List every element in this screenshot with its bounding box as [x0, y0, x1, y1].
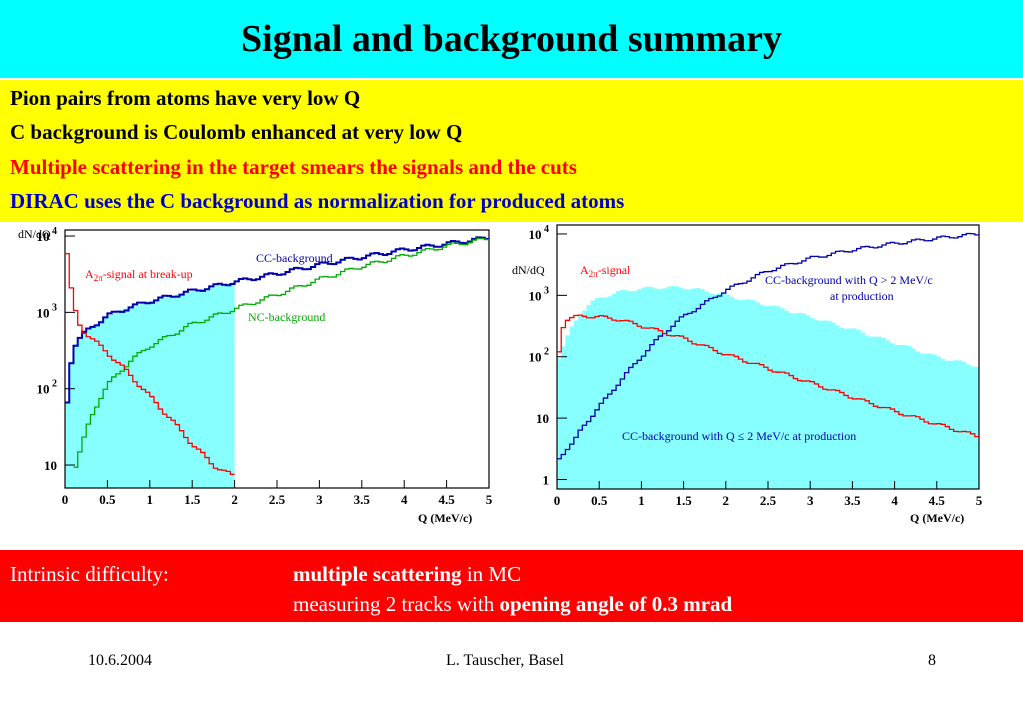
bullet-1: Pion pairs from atoms have very low Q [10, 86, 361, 110]
left-signal-label-rest: -signal at break-up [103, 267, 193, 281]
left-xtick-label: 1.5 [184, 492, 201, 507]
right-xtick-label: 4 [891, 493, 898, 508]
left-series-cc [65, 236, 489, 404]
slide-title: Signal and background summary [241, 18, 782, 60]
right-ytick-label: 10 [536, 411, 549, 426]
left-series-nc [73, 237, 489, 468]
right-xtick-label: 0 [554, 493, 561, 508]
left-xtick-label: 2 [231, 492, 238, 507]
right-xtick-label: 1.5 [675, 493, 692, 508]
bullet-list: Pion pairs from atoms have very low Q C … [0, 80, 1023, 222]
footer-author: L. Tauscher, Basel [446, 652, 564, 669]
difficulty-line-1: multiple scattering in MC [293, 562, 521, 587]
right-signal-label-main: A [580, 263, 589, 277]
difficulty-line-2-bold: opening angle of 0.3 mrad [499, 592, 733, 616]
right-xtick-label: 5 [976, 493, 983, 508]
right-series-signal [557, 314, 979, 438]
bullet-3: Multiple scattering in the target smears… [10, 155, 577, 179]
right-xtick-label: 0.5 [591, 493, 608, 508]
left-chart: 0 0.5 1 1.5 2 2.5 3 3.5 4 4.5 5 10 10 2 10 3 10 4 dN/… [18, 226, 493, 525]
difficulty-line-1-rest: in MC [461, 562, 522, 586]
left-xtick-label: 4 [401, 492, 408, 507]
right-signal-label-sub: 2π [589, 269, 599, 279]
right-signal-label: A2π-signal [580, 263, 631, 279]
right-signal-label-rest: -signal [598, 263, 631, 277]
right-xtick-label: 2 [723, 493, 730, 508]
left-xtick-label: 4.5 [438, 492, 455, 507]
left-nc-label: NC-background [248, 310, 325, 324]
left-signal-label-main: A [85, 267, 94, 281]
left-xtick-label: 3.5 [354, 492, 371, 507]
right-xlabel: Q (MeV/c) [910, 511, 964, 525]
left-ytick-label: 10 4 [37, 226, 58, 244]
left-signal-label-sub: 2π [94, 273, 104, 283]
difficulty-line-2: measuring 2 tracks with opening angle of… [293, 592, 732, 617]
left-xtick-label: 0 [62, 492, 69, 507]
footer-page-number: 8 [928, 652, 936, 669]
left-cc-label: CC-background [256, 251, 333, 265]
right-ytick-label: 10 4 [529, 224, 550, 242]
difficulty-line-2-pre: measuring 2 tracks with [293, 592, 500, 616]
right-ytick-label: 10 2 [529, 347, 550, 365]
right-cc-low-label: CC-background with Q ≤ 2 MeV/c at produc… [622, 429, 856, 443]
right-series-cc_high [557, 232, 979, 460]
title-band: Signal and background summary [0, 0, 1023, 78]
right-cc-high-label-2: at production [830, 289, 894, 303]
right-xtick-label: 2.5 [760, 493, 777, 508]
right-cc-high-label-1: CC-background with Q > 2 MeV/c [765, 273, 933, 287]
left-shaded-region [65, 282, 235, 488]
difficulty-band: Intrinsic difficulty: multiple scatterin… [0, 550, 1023, 622]
difficulty-line-1-bold: multiple scattering [293, 562, 462, 586]
left-ylabel: dN/dQ [18, 227, 51, 241]
right-ytick-label: 10 3 [529, 285, 550, 303]
left-series-signal [65, 252, 235, 475]
left-ytick-label: 10 3 [37, 302, 58, 320]
left-ytick-label: 10 2 [37, 379, 58, 397]
right-ytick-label: 1 [543, 472, 550, 487]
right-xtick-label: 1 [638, 493, 645, 508]
right-chart: 0 0.5 1 1.5 2 2.5 3 3.5 4 4.5 5 1 10 10 2 10 3 10 4 dN… [512, 224, 983, 525]
right-xtick-label: 3 [807, 493, 814, 508]
left-ytick-label: 10 [44, 458, 57, 473]
left-xlabel: Q (MeV/c) [418, 511, 472, 525]
left-xtick-label: 5 [486, 492, 493, 507]
right-xtick-label: 3.5 [844, 493, 861, 508]
left-xtick-label: 1 [147, 492, 154, 507]
bullet-4: DIRAC uses the C background as normaliza… [10, 189, 625, 213]
right-series-cc_low [557, 285, 979, 489]
right-ylabel: dN/dQ [512, 263, 545, 277]
left-xtick-label: 2.5 [269, 492, 286, 507]
left-signal-label: A2π-signal at break-up [85, 267, 193, 283]
right-xtick-label: 4.5 [929, 493, 946, 508]
left-xtick-label: 0.5 [99, 492, 116, 507]
footer-date: 10.6.2004 [88, 652, 152, 669]
bullet-2: C background is Coulomb enhanced at very… [10, 120, 463, 144]
left-xtick-label: 3 [316, 492, 323, 507]
difficulty-label: Intrinsic difficulty: [10, 562, 169, 586]
